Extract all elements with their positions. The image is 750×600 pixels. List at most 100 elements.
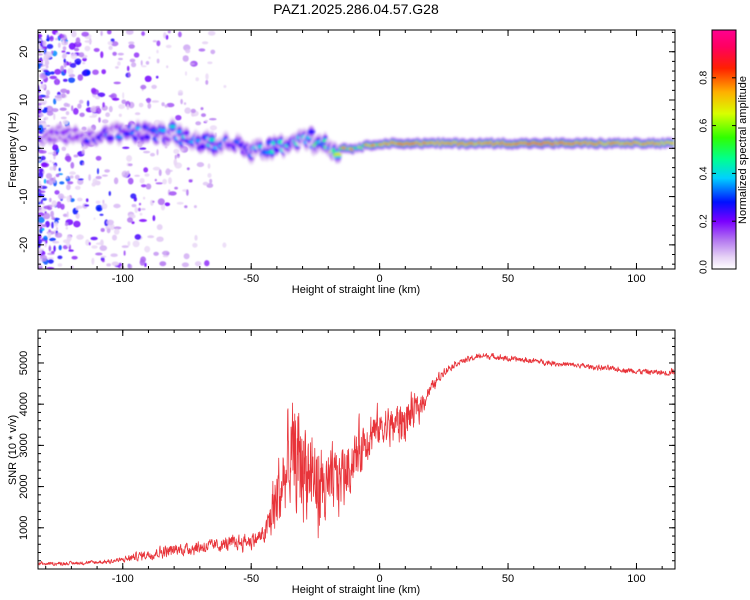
noise-blob xyxy=(156,224,163,231)
noise-blob xyxy=(38,102,42,106)
noise-blob xyxy=(204,119,209,123)
noise-blob xyxy=(71,105,74,112)
noise-blob xyxy=(41,162,48,168)
noise-blob xyxy=(102,102,105,108)
noise-blob xyxy=(91,245,98,249)
noise-blob xyxy=(49,237,56,242)
noise-blob xyxy=(127,217,133,223)
noise-blob xyxy=(51,250,55,254)
noise-blob xyxy=(42,46,47,49)
noise-blob xyxy=(95,175,102,180)
noise-blob xyxy=(181,262,189,268)
noise-blob xyxy=(139,178,145,184)
noise-blob xyxy=(162,254,169,258)
noise-blob xyxy=(65,226,69,230)
noise-blob xyxy=(105,112,110,117)
noise-blob xyxy=(71,30,77,38)
noise-blob xyxy=(141,208,146,211)
noise-blob xyxy=(55,78,59,85)
noise-blob xyxy=(55,94,63,102)
noise-blob xyxy=(139,259,145,266)
noise-blob xyxy=(49,166,54,171)
noise-blob xyxy=(158,169,162,177)
noise-blob xyxy=(53,164,57,171)
noise-blob xyxy=(65,111,70,116)
noise-blob xyxy=(131,221,135,225)
noise-blob xyxy=(40,81,43,85)
noise-blob xyxy=(117,61,121,66)
noise-blob xyxy=(128,71,131,78)
noise-blob xyxy=(164,145,168,149)
snr-axes: -100 -50 0 50 100 1000 2000 3000 4000 5000 xyxy=(18,329,675,585)
noise-blob xyxy=(151,100,160,103)
noise-blob xyxy=(66,176,69,179)
noise-blob xyxy=(42,224,47,228)
spectrogram-x-tick-label: 0 xyxy=(377,273,383,285)
noise-blob xyxy=(75,213,80,219)
noise-blob xyxy=(38,158,41,162)
noise-blob xyxy=(113,81,121,85)
noise-blob xyxy=(155,182,163,185)
noise-blob xyxy=(82,162,85,166)
noise-blob xyxy=(140,60,143,66)
colorbar-ticks: 0.0 0.2 0.4 0.6 0.8 xyxy=(699,70,736,274)
snr-y-tick-label: 4000 xyxy=(18,392,30,416)
noise-blob xyxy=(73,107,79,115)
noise-blob xyxy=(154,178,157,182)
ridge-cell xyxy=(198,145,207,149)
noise-blob xyxy=(143,196,146,200)
noise-blob xyxy=(97,92,106,98)
noise-blob xyxy=(61,39,65,45)
noise-blob xyxy=(75,206,79,211)
snr-x-tick-label: 0 xyxy=(377,573,383,585)
noise-blob xyxy=(129,58,136,63)
noise-blob xyxy=(156,236,164,242)
noise-blob xyxy=(223,85,227,88)
noise-blob xyxy=(202,181,209,186)
noise-blob xyxy=(102,199,105,204)
noise-blob xyxy=(134,174,141,177)
noise-blob xyxy=(201,41,209,45)
noise-blob xyxy=(182,55,189,62)
spectrogram-y-tick-label: -20 xyxy=(18,237,30,253)
noise-blob xyxy=(62,119,69,125)
noise-blob xyxy=(184,205,188,209)
noise-blob xyxy=(121,99,127,105)
noise-blob xyxy=(38,171,44,179)
noise-blob xyxy=(106,219,114,226)
noise-blob xyxy=(82,57,87,62)
noise-blob xyxy=(166,65,169,69)
noise-blob xyxy=(118,57,123,61)
noise-blob xyxy=(56,201,62,209)
noise-blob xyxy=(95,252,103,256)
colorbar-scale xyxy=(711,29,737,270)
noise-blob xyxy=(111,41,119,47)
noise-blob xyxy=(52,240,60,244)
noise-blob xyxy=(43,107,48,111)
noise-blob xyxy=(93,48,100,52)
noise-blob xyxy=(100,30,103,37)
noise-blob xyxy=(156,58,160,64)
spectrogram-x-tick-label: 100 xyxy=(627,273,645,285)
noise-blob xyxy=(110,223,115,231)
noise-blob xyxy=(126,155,133,162)
noise-blob xyxy=(68,249,74,252)
noise-blob xyxy=(139,212,143,216)
noise-blob xyxy=(38,262,42,267)
noise-blob xyxy=(43,116,49,121)
noise-blob xyxy=(145,183,152,190)
noise-blob xyxy=(194,261,202,267)
colorbar-tick-label: 0.2 xyxy=(699,214,710,228)
ridge-cell xyxy=(183,131,190,135)
noise-blob xyxy=(143,167,149,173)
spectrogram-x-axis-label: Height of straight line (km) xyxy=(292,284,420,296)
noise-blob xyxy=(40,113,44,117)
noise-blob xyxy=(174,186,179,190)
noise-blob xyxy=(128,163,133,167)
noise-blob xyxy=(209,125,217,131)
noise-blob xyxy=(39,226,43,229)
noise-blob xyxy=(112,97,120,101)
ridge-cell xyxy=(115,135,124,139)
noise-blob xyxy=(38,247,42,255)
